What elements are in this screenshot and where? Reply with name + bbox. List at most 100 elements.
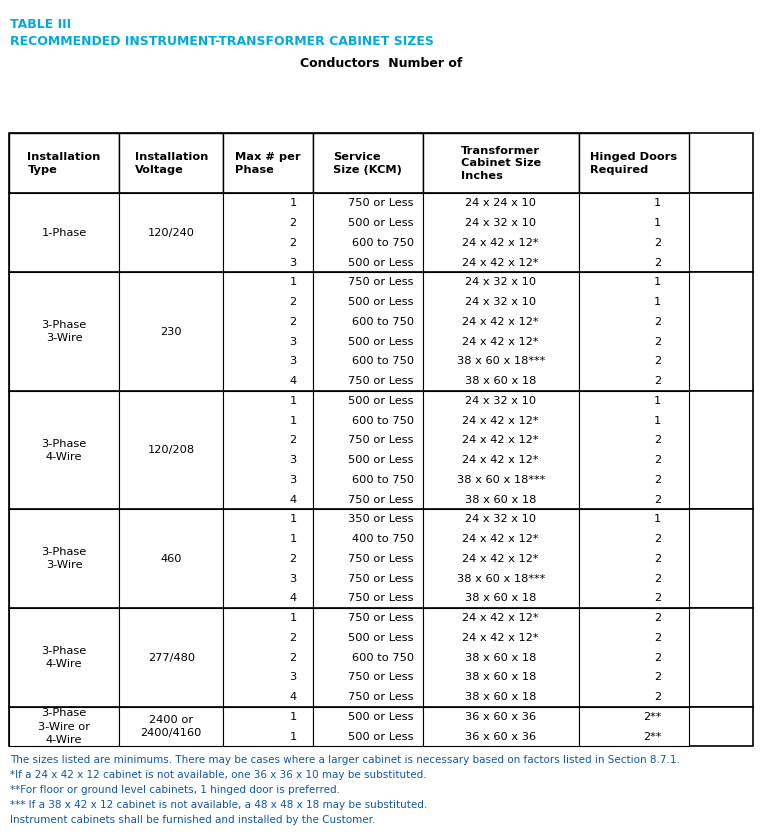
Text: Conductors  Number of: Conductors Number of (299, 57, 463, 70)
Text: 1: 1 (290, 534, 296, 544)
Text: 24 x 42 x 12*: 24 x 42 x 12* (463, 238, 539, 248)
Text: 24 x 42 x 12*: 24 x 42 x 12* (463, 435, 539, 445)
Text: 2: 2 (655, 495, 661, 505)
Bar (579, 391, 689, 510)
Text: 600 to 750: 600 to 750 (352, 238, 414, 248)
Text: 1: 1 (654, 219, 661, 229)
Bar (119, 707, 223, 746)
Text: 2: 2 (655, 435, 661, 445)
Text: 2: 2 (290, 219, 296, 229)
Text: 3-Phase
3-Wire: 3-Phase 3-Wire (42, 320, 87, 344)
Text: RECOMMENDED INSTRUMENT-TRANSFORMER CABINET SIZES: RECOMMENDED INSTRUMENT-TRANSFORMER CABIN… (10, 35, 434, 48)
Text: 2: 2 (290, 317, 296, 327)
Text: 400 to 750: 400 to 750 (352, 534, 414, 544)
Text: 350 or Less: 350 or Less (348, 515, 414, 525)
Bar (312, 193, 423, 273)
Bar (223, 193, 312, 273)
Text: 1-Phase: 1-Phase (42, 228, 87, 238)
Text: 230: 230 (161, 327, 182, 337)
Text: TABLE III: TABLE III (10, 18, 71, 32)
Text: 500 or Less: 500 or Less (348, 219, 414, 229)
Text: 2: 2 (290, 238, 296, 248)
Text: 3-Phase
4-Wire: 3-Phase 4-Wire (42, 646, 87, 669)
Text: 24 x 32 x 10: 24 x 32 x 10 (465, 297, 536, 307)
Text: 600 to 750: 600 to 750 (352, 317, 414, 327)
Text: 1: 1 (290, 711, 296, 721)
Bar (9, 273, 753, 391)
Text: 2: 2 (655, 258, 661, 268)
Bar (9, 510, 753, 608)
Text: 24 x 42 x 12*: 24 x 42 x 12* (463, 613, 539, 623)
Text: 500 or Less: 500 or Less (348, 337, 414, 347)
Text: Transformer
Cabinet Size
Inches: Transformer Cabinet Size Inches (460, 146, 541, 181)
Text: 277/480: 277/480 (148, 652, 195, 662)
Text: 24 x 42 x 12*: 24 x 42 x 12* (463, 337, 539, 347)
Bar (223, 273, 312, 391)
Bar (119, 391, 223, 510)
Bar (119, 608, 223, 707)
Bar (423, 133, 579, 193)
Text: 2: 2 (655, 593, 661, 603)
Text: 600 to 750: 600 to 750 (352, 415, 414, 425)
Text: 2: 2 (655, 574, 661, 584)
Text: 2: 2 (655, 238, 661, 248)
Text: 500 or Less: 500 or Less (348, 455, 414, 465)
Bar (119, 273, 223, 391)
Text: Service
Size (KCM): Service Size (KCM) (333, 153, 402, 174)
Text: 36 x 60 x 36: 36 x 60 x 36 (465, 711, 536, 721)
Text: 2: 2 (655, 613, 661, 623)
Text: 38 x 60 x 18***: 38 x 60 x 18*** (456, 475, 545, 485)
Text: 1: 1 (290, 515, 296, 525)
Text: 750 or Less: 750 or Less (348, 278, 414, 288)
Text: 750 or Less: 750 or Less (348, 435, 414, 445)
Text: 24 x 42 x 12*: 24 x 42 x 12* (463, 317, 539, 327)
Text: 460: 460 (161, 554, 182, 564)
Text: 750 or Less: 750 or Less (348, 613, 414, 623)
Text: 120/240: 120/240 (148, 228, 195, 238)
Bar (223, 391, 312, 510)
Bar (579, 707, 689, 746)
Bar (9, 608, 119, 707)
Bar (579, 273, 689, 391)
Text: 1: 1 (290, 731, 296, 741)
Text: 2: 2 (655, 356, 661, 366)
Bar (9, 707, 753, 746)
Text: 3: 3 (290, 258, 296, 268)
Text: 500 or Less: 500 or Less (348, 731, 414, 741)
Text: *If a 24 x 42 x 12 cabinet is not available, one 36 x 36 x 10 may be substituted: *If a 24 x 42 x 12 cabinet is not availa… (10, 770, 427, 780)
Text: 2: 2 (290, 633, 296, 643)
Text: 3: 3 (290, 672, 296, 682)
Text: 500 or Less: 500 or Less (348, 711, 414, 721)
Text: 3-Phase
3-Wire: 3-Phase 3-Wire (42, 547, 87, 570)
Text: 1: 1 (290, 415, 296, 425)
Text: 24 x 42 x 12*: 24 x 42 x 12* (463, 633, 539, 643)
Text: 1: 1 (654, 297, 661, 307)
Text: 2: 2 (290, 297, 296, 307)
Text: 2400 or
2400/4160: 2400 or 2400/4160 (140, 715, 202, 738)
Text: 750 or Less: 750 or Less (348, 495, 414, 505)
Text: 2: 2 (655, 633, 661, 643)
Text: 38 x 60 x 18: 38 x 60 x 18 (465, 652, 536, 662)
Text: 500 or Less: 500 or Less (348, 633, 414, 643)
Text: 600 to 750: 600 to 750 (352, 652, 414, 662)
Text: 3: 3 (290, 356, 296, 366)
Text: 750 or Less: 750 or Less (348, 593, 414, 603)
Text: 2: 2 (655, 692, 661, 702)
Text: 24 x 42 x 12*: 24 x 42 x 12* (463, 534, 539, 544)
Bar (223, 510, 312, 608)
Bar (223, 608, 312, 707)
Bar (579, 510, 689, 608)
Text: 3: 3 (290, 574, 296, 584)
Text: 2: 2 (290, 652, 296, 662)
Text: 1: 1 (290, 278, 296, 288)
Bar (9, 193, 753, 273)
Text: 38 x 60 x 18: 38 x 60 x 18 (465, 593, 536, 603)
Text: 24 x 42 x 12*: 24 x 42 x 12* (463, 455, 539, 465)
Bar (9, 391, 119, 510)
Text: 1: 1 (654, 515, 661, 525)
Text: 2: 2 (290, 435, 296, 445)
Bar (9, 133, 119, 193)
Text: 750 or Less: 750 or Less (348, 692, 414, 702)
Text: 24 x 42 x 12*: 24 x 42 x 12* (463, 258, 539, 268)
Text: 4: 4 (290, 376, 296, 386)
